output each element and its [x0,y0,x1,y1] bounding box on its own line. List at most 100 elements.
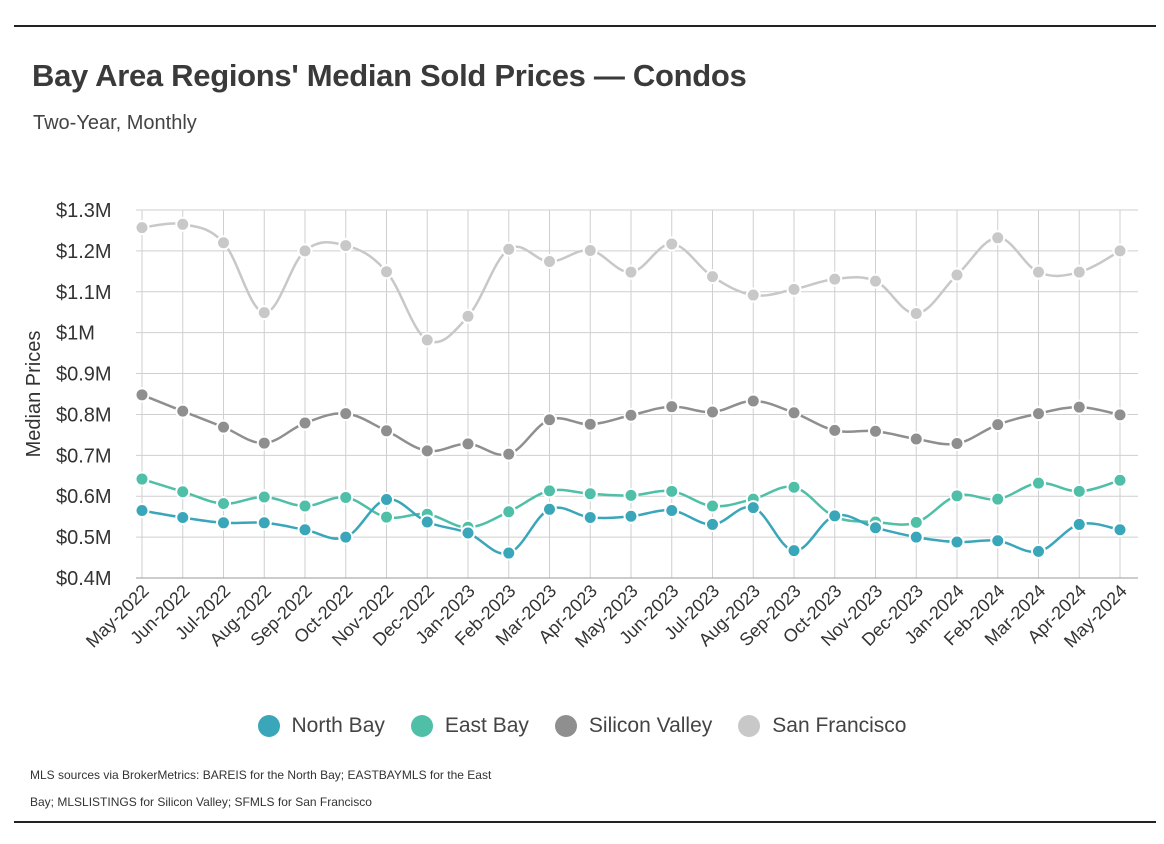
data-point-north-bay [664,503,680,519]
data-point-silicon-valley [1031,406,1046,422]
data-point-east-bay [501,504,517,520]
data-point-north-bay [1112,522,1128,538]
data-point-north-bay [1031,543,1046,559]
data-point-san-francisco [623,264,639,280]
data-point-san-francisco [582,242,598,258]
data-point-east-bay [134,471,150,487]
legend-label: North Bay [291,714,385,737]
data-point-east-bay [1112,472,1128,488]
data-point-san-francisco [990,230,1006,246]
legend-marker [257,715,280,737]
legend-item-east-bay: East Bay [410,714,529,738]
data-point-san-francisco [256,305,272,321]
data-point-north-bay [745,500,761,516]
data-point-silicon-valley [827,422,843,438]
data-point-san-francisco [501,241,517,257]
data-point-san-francisco [379,264,394,280]
source-note: MLS sources via BrokerMetrics: BAREIS fo… [30,768,492,809]
data-point-east-bay [786,479,802,495]
chart-legend: North Bay East Bay Silicon Valley San Franc… [0,714,1164,738]
y-axis-label: Median Prices [23,331,45,458]
legend-label: San Francisco [772,714,907,737]
data-point-north-bay [134,503,150,519]
data-point-san-francisco [542,254,557,270]
data-point-san-francisco [705,269,720,285]
legend-item-san-francisco: San Francisco [738,714,907,738]
data-point-north-bay [256,515,272,531]
data-point-san-francisco [1031,264,1046,280]
data-point-east-bay [175,484,191,500]
data-point-silicon-valley [338,406,354,422]
data-point-east-bay [582,486,598,502]
data-point-silicon-valley [705,404,720,420]
data-point-north-bay [1071,516,1087,532]
data-point-san-francisco [297,243,313,259]
data-point-san-francisco [664,236,680,252]
data-point-san-francisco [1071,264,1087,280]
data-point-san-francisco [134,220,150,236]
legend-label: Silicon Valley [588,714,713,737]
data-point-north-bay [827,508,843,524]
data-point-east-bay [990,491,1006,507]
data-point-silicon-valley [216,419,231,435]
data-point-silicon-valley [949,435,965,451]
data-point-silicon-valley [501,446,517,462]
bottom-rule [14,821,1156,823]
data-point-east-bay [1031,475,1046,491]
series-silicon-valley [134,387,1128,462]
data-point-north-bay [338,529,354,545]
data-point-east-bay [908,514,924,530]
top-rule [14,25,1156,27]
chart-title: Bay Area Regions' Median Sold Prices — C… [32,58,747,93]
y-tick-label: $0.7M [56,445,112,467]
data-point-north-bay [705,516,720,532]
data-point-silicon-valley [175,403,191,419]
data-point-north-bay [379,491,394,507]
legend-item-silicon-valley: Silicon Valley [554,714,713,738]
data-point-east-bay [542,483,557,499]
data-point-silicon-valley [582,416,598,432]
data-point-north-bay [786,543,802,559]
data-point-east-bay [623,487,639,503]
data-point-silicon-valley [379,423,394,439]
data-point-north-bay [542,501,557,517]
data-point-north-bay [501,545,517,561]
legend-marker [738,715,761,737]
data-point-san-francisco [419,332,435,348]
data-point-north-bay [297,522,313,538]
y-tick-label: $1.2M [56,241,112,263]
y-tick-label: $0.6M [56,486,112,508]
data-point-east-bay [664,483,680,499]
series-north-bay [134,491,1128,561]
data-point-east-bay [297,498,313,514]
legend-label: East Bay [444,714,529,737]
data-point-silicon-valley [1112,407,1128,423]
data-point-silicon-valley [1071,399,1087,415]
y-tick-label: $1.3M [56,200,112,222]
data-point-san-francisco [338,238,354,254]
legend-item-north-bay: North Bay [257,714,385,738]
series-san-francisco [134,216,1128,348]
y-tick-label: $0.8M [56,404,112,426]
data-point-silicon-valley [868,423,883,439]
data-point-north-bay [175,509,191,525]
data-point-silicon-valley [134,387,150,403]
data-point-san-francisco [827,271,843,287]
y-tick-label: $0.9M [56,364,112,386]
data-point-east-bay [216,496,231,512]
data-point-east-bay [379,509,394,525]
data-point-silicon-valley [990,417,1006,433]
data-point-north-bay [990,533,1006,549]
data-point-san-francisco [949,267,965,283]
data-point-east-bay [1071,483,1087,499]
legend-marker [554,715,577,737]
y-tick-label: $0.4M [56,568,112,590]
legend-marker [410,715,433,737]
data-point-silicon-valley [786,405,802,421]
y-tick-label: $0.5M [56,527,112,549]
data-point-san-francisco [908,305,924,321]
data-point-san-francisco [460,308,476,324]
data-point-san-francisco [216,235,231,251]
data-point-east-bay [338,489,354,505]
data-point-east-bay [705,498,720,514]
